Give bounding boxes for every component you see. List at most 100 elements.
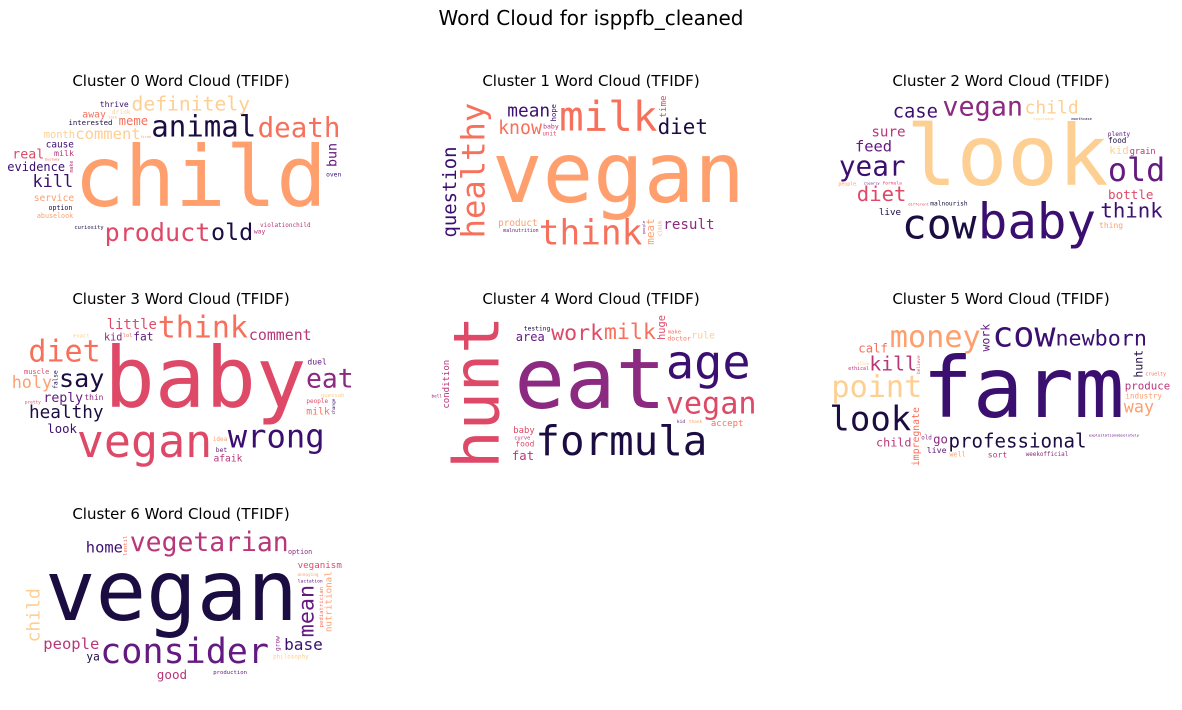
word-veganism: veganism xyxy=(298,560,343,571)
word-people: people xyxy=(43,635,99,653)
word-kid: kid xyxy=(1109,144,1129,157)
word-product: product xyxy=(498,218,538,229)
word-comment: comment xyxy=(75,125,140,143)
word-think: think xyxy=(1100,198,1163,222)
word-away: away xyxy=(82,110,106,121)
word-year: year xyxy=(839,149,906,182)
word-real: real xyxy=(12,148,44,163)
word-sure: sure xyxy=(871,124,905,140)
word-kid: kid xyxy=(677,419,686,425)
cluster-2-word-cloud: look baby old vegan cow year diet child think bot… xyxy=(826,94,1176,252)
word-hope: hope xyxy=(549,104,558,121)
word-diet: diet xyxy=(857,182,907,206)
word-eat: eat xyxy=(306,364,354,395)
word-thing: thing xyxy=(1099,221,1123,230)
cluster-3-word-cloud: baby vegan wrong say diet think healthy reply ea… xyxy=(6,312,356,470)
word-curiosity: curiosity xyxy=(74,225,104,231)
word-milk: milk xyxy=(604,320,656,345)
word-say: say xyxy=(59,364,104,393)
word-old: old xyxy=(921,435,932,441)
word-food: food xyxy=(515,440,534,449)
word-farm: farm xyxy=(922,339,1124,437)
word-product: product xyxy=(105,218,211,247)
word-know: know xyxy=(498,118,542,139)
cluster-2-panel: Cluster 2 Word Cloud (TFIDF) look baby old… xyxy=(826,72,1176,252)
word-bottle: bottle xyxy=(1108,187,1154,202)
word-fat: fat xyxy=(133,331,153,344)
word-diet: diet xyxy=(28,334,100,369)
word-service: service xyxy=(34,193,75,204)
word-accept: accept xyxy=(711,419,744,429)
word-oven: oven xyxy=(326,171,341,178)
word-age: age xyxy=(666,335,751,390)
word-animal: animal xyxy=(151,109,256,143)
word-allow: allow xyxy=(857,361,870,366)
word-baby: baby xyxy=(978,192,1096,250)
cluster-5-panel: Cluster 5 Word Cloud (TFIDF) farm cow mone… xyxy=(826,290,1176,470)
word-eat: eat xyxy=(514,330,666,428)
word-people: people xyxy=(838,181,856,187)
word-area: area xyxy=(516,330,545,344)
word-tired: tired xyxy=(141,135,152,139)
word-mean: mean xyxy=(507,101,550,122)
word-monthcase: monthcase xyxy=(1071,116,1092,121)
word-holy: holy xyxy=(12,372,52,392)
word-kid: kid xyxy=(104,333,122,344)
word-duel: duel xyxy=(307,357,327,367)
cluster-3-panel: Cluster 3 Word Cloud (TFIDF) baby vegan wr… xyxy=(6,290,356,470)
word-vegan: vegan xyxy=(666,387,757,422)
word-make: make xyxy=(668,330,682,336)
word-cow: cow xyxy=(992,314,1056,355)
word-month: month xyxy=(44,129,75,141)
word-claim: claim xyxy=(658,221,664,236)
word-ethical: ethical xyxy=(848,366,869,372)
cluster-4-word-cloud: eat formula hunt vegan age work milk huge area ba… xyxy=(416,312,766,470)
word-newborn: newborn xyxy=(1056,327,1147,352)
word-option: option xyxy=(49,204,73,212)
word-milk: milk xyxy=(306,407,330,418)
word-option: option xyxy=(288,548,312,556)
figure-title: Word Cloud for isppfb_cleaned xyxy=(438,6,744,30)
word-make: make xyxy=(69,161,75,173)
word-bustway: bustway xyxy=(45,158,60,162)
word-consider: consider xyxy=(100,631,269,672)
word-live: live xyxy=(927,445,947,455)
word-exploitationabsolutely: exploitationabsolutely xyxy=(1089,432,1140,437)
word-google: google xyxy=(641,220,646,234)
word-nutritional: nutritional xyxy=(324,571,335,632)
word-impregnate: impregnate xyxy=(911,407,922,466)
word-go: go xyxy=(933,433,948,447)
word-baby: baby xyxy=(104,329,306,427)
word-drink: drink xyxy=(112,109,131,116)
word-think: think xyxy=(158,312,248,345)
word-muscle: muscle xyxy=(24,368,49,376)
word-think: think xyxy=(539,213,643,252)
word-sort: sort xyxy=(988,450,1008,460)
word-plenty: plenty xyxy=(1108,131,1131,138)
word-thin: thin xyxy=(84,393,103,402)
word-condition: condition xyxy=(442,360,452,409)
word-evidence: evidence xyxy=(7,160,65,174)
cluster-4-title: Cluster 4 Word Cloud (TFIDF) xyxy=(482,290,700,308)
word-healthy: healthy xyxy=(455,103,493,239)
word-unit: unit xyxy=(542,131,556,137)
word-child: child xyxy=(24,588,45,642)
word-afaik: afaik xyxy=(214,453,243,464)
word-interested: interested xyxy=(69,118,113,127)
word-child: child xyxy=(1025,98,1079,119)
word-way: way xyxy=(1124,397,1154,417)
word-production: production xyxy=(213,670,247,676)
word-malnourish: malnourish xyxy=(930,201,968,208)
word-case: case xyxy=(893,101,938,122)
word-way: way xyxy=(254,229,266,236)
word-vegan: vegan xyxy=(942,94,1023,123)
cluster-6-panel: Cluster 6 Word Cloud (TFIDF) vegan consid… xyxy=(6,505,356,685)
word-look: look xyxy=(906,107,1108,205)
word-bet: bet xyxy=(216,447,228,454)
word-baby: baby xyxy=(513,426,534,436)
word-death: death xyxy=(258,112,341,144)
word-wrong: wrong xyxy=(228,418,325,456)
